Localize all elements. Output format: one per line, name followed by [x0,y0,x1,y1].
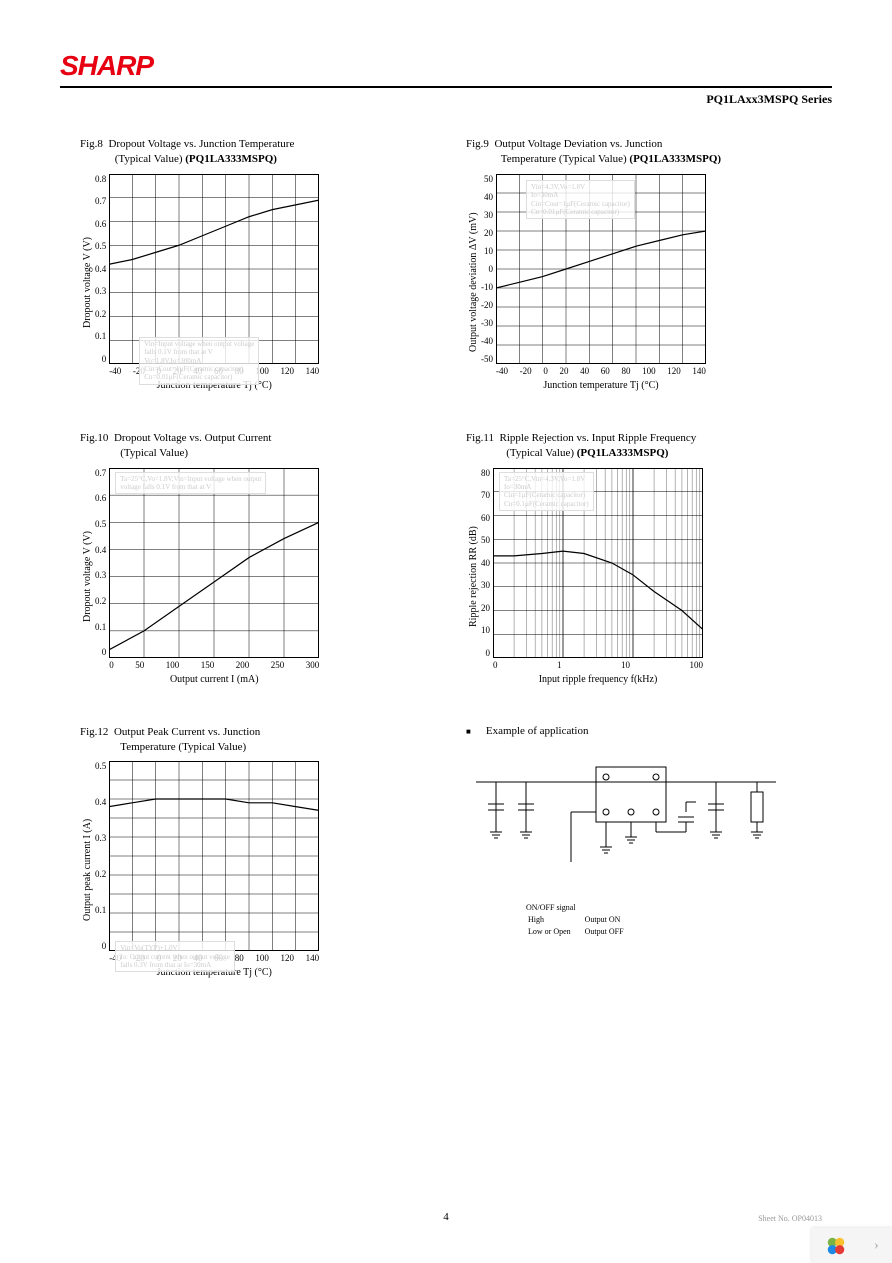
fig12-title: Fig.12 Output Peak Current vs. Junction … [80,725,426,756]
chevron-right-icon[interactable]: › [874,1238,879,1254]
fig9-xlabel: Junction temperature Tj (°C) [496,380,706,391]
fig10-title: Fig.10 Dropout Voltage vs. Output Curren… [80,431,426,462]
series-title: PQ1LAxx3MSPQ Series [60,92,832,107]
fig11-title: Fig.11 Ripple Rejection vs. Input Ripple… [466,431,812,462]
fig8-block: Fig.8 Dropout Voltage vs. Junction Tempe… [80,137,426,391]
fig8-ylabel: Dropout voltage V (V) [80,174,95,391]
fig8-legend: Vin=Input voltage when output voltagefal… [139,337,259,385]
fig12-yticks: 0.5 0.4 0.3 0.2 0.1 0 [95,761,109,951]
fig12-plot [109,761,319,951]
footer-widget[interactable]: › [812,1228,892,1263]
fig8-yticks: 0.80.70.60.50.40.30.20.10 [95,174,109,364]
fig12-ylabel: Output peak current I (A) [80,761,95,978]
fig10-xticks: 050100150200250300 [109,660,319,670]
fig9-title: Fig.9 Output Voltage Deviation vs. Junct… [466,137,812,168]
fig10-plot [109,468,319,658]
fig9-ylabel: Output voltage deviation ΔV (mV) [466,174,481,391]
fig11-xticks: 0110100 [493,660,703,670]
application-block: Example of application [466,725,812,979]
fig9-block: Fig.9 Output Voltage Deviation vs. Junct… [466,137,812,391]
header-rule [60,86,832,88]
fig11-yticks: 80706050403020100 [481,468,493,658]
fig10-yticks: 0.70.60.50.40.30.20.10 [95,468,109,658]
petal-icon [825,1235,847,1257]
circuit-notes: ON/OFF signal HighOutput ON Low or OpenO… [526,903,812,940]
fig10-block: Fig.10 Dropout Voltage vs. Output Curren… [80,431,426,685]
circuit-diagram [466,752,786,892]
fig11-xlabel: Input ripple frequency f(kHz) [493,674,703,685]
fig10-xlabel: Output current I (mA) [109,674,319,685]
fig10-legend: Ta=25°C,Vo=1.8V,Vin=Input voltage when o… [115,472,266,495]
sheet-number: Sheet No. OP04013 [758,1214,822,1223]
fig9-xticks: -40-20020406080100120140 [496,366,706,376]
charts-grid: Fig.8 Dropout Voltage vs. Junction Tempe… [60,137,832,978]
fig10-ylabel: Dropout voltage V (V) [80,468,95,685]
page-number: 4 [443,1211,449,1223]
application-title: Example of application [466,725,812,737]
sharp-logo: SHARP [60,50,832,82]
fig12-block: Fig.12 Output Peak Current vs. Junction … [80,725,426,979]
fig11-ylabel: Ripple rejection RR (dB) [466,468,481,685]
fig8-plot [109,174,319,364]
fig12-legend: Vin=Vo(TYP)+1.0VIo: Output current when … [115,941,234,972]
fig11-block: Fig.11 Ripple Rejection vs. Input Ripple… [466,431,812,685]
fig11-legend: Ta=25°C,Vin=4.3V,Vo=1.8VIo=30mACin=1µF(C… [499,472,594,512]
fig9-yticks: 50403020100-10-20-30-40-50 [481,174,496,364]
fig8-title: Fig.8 Dropout Voltage vs. Junction Tempe… [80,137,426,168]
fig9-legend: Vin=4.3V,Vo=1.8VIo=30mACin=Cout=1µF(Cera… [526,180,635,220]
